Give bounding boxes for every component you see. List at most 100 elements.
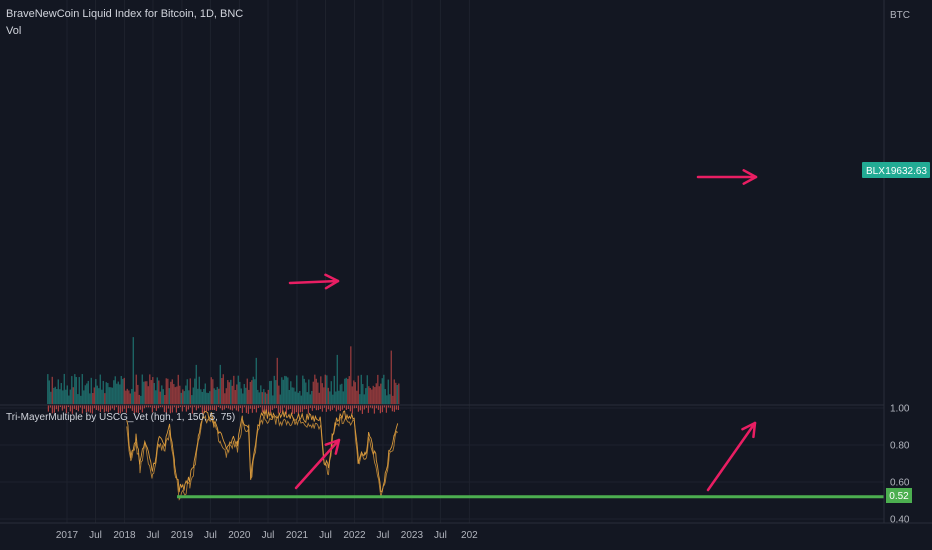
volume-bar — [296, 375, 298, 404]
volume-bar — [149, 374, 151, 404]
indicator-band-bar — [391, 405, 393, 412]
volume-bar — [348, 376, 350, 404]
volume-bar — [161, 385, 163, 404]
volume-bar — [57, 379, 59, 404]
volume-bar — [63, 373, 65, 404]
arrow-2022-indicator — [706, 421, 757, 492]
indicator-band-bar — [285, 405, 287, 414]
volume-bar — [99, 374, 101, 404]
indicator-band-bar — [377, 405, 379, 410]
volume-bar — [176, 386, 178, 404]
volume-bar — [185, 385, 187, 404]
volume-bar — [126, 388, 128, 404]
last-price-badge[interactable]: BLX 19632.63 — [862, 162, 930, 178]
volume-bar — [51, 376, 53, 404]
volume-bar — [263, 389, 265, 404]
volume-bar — [105, 382, 107, 404]
volume-bar — [389, 394, 391, 404]
volume-bar — [341, 383, 343, 404]
volume-bar — [323, 387, 325, 404]
volume-bar — [251, 380, 253, 404]
volume-bar — [237, 375, 239, 404]
indicator-band-bar — [49, 405, 51, 408]
indicator-band-bar — [287, 405, 289, 410]
volume-bar — [324, 374, 326, 404]
indicator-band-bar — [105, 405, 107, 412]
volume-bar — [366, 375, 368, 404]
indicator-band-bar — [169, 405, 171, 414]
indicator-band-bar — [147, 405, 149, 408]
indicator-tick-label: 0.40 — [890, 515, 910, 526]
volume-bar — [269, 381, 271, 404]
volume-bar — [107, 383, 109, 404]
indicator-band-bar — [181, 405, 183, 412]
indicator-level-badge[interactable]: 0.52 — [886, 488, 912, 503]
indicator-band-bar — [393, 405, 395, 412]
volume-bar — [245, 387, 247, 404]
volume-bar — [278, 385, 280, 404]
indicator-band-bar — [165, 405, 167, 413]
volume-bar — [155, 390, 157, 404]
indicator-band-bar — [289, 405, 291, 409]
volume-bar — [198, 376, 200, 404]
indicator-band-bar — [369, 405, 371, 408]
volume-bar — [258, 392, 260, 404]
volume-bar — [338, 390, 340, 404]
indicator-band-bar — [353, 405, 355, 409]
volume-bar — [104, 393, 106, 404]
indicator-band-bar — [141, 405, 143, 413]
volume-bar — [203, 388, 205, 404]
volume-bar — [393, 379, 395, 404]
arrow-2019-indicator — [294, 438, 341, 490]
volume-bar — [62, 390, 64, 404]
indicator-band-bar — [233, 405, 235, 409]
volume-bar — [308, 379, 310, 404]
volume-bar — [150, 380, 152, 404]
indicator-band-bar — [207, 405, 209, 411]
indicator-band-bar — [269, 405, 271, 413]
volume-bar — [71, 376, 73, 404]
indicator-band-bar — [243, 405, 245, 408]
volume-bar — [120, 376, 122, 404]
indicator-band-bar — [227, 405, 229, 409]
volume-bar — [365, 388, 367, 404]
volume-bar — [299, 390, 301, 404]
volume-bar — [312, 381, 314, 404]
volume-bar — [381, 378, 383, 404]
volume-bar — [218, 388, 220, 404]
last-price-symbol: BLX — [866, 166, 885, 177]
arrow-2019-low — [288, 273, 340, 290]
volume-bar — [363, 394, 365, 404]
volume-bar — [240, 388, 242, 404]
indicator-band-bar — [205, 405, 207, 412]
volume-bar — [339, 384, 341, 404]
volume-bar — [168, 388, 170, 404]
indicator-band-bar — [217, 405, 219, 408]
volume-bar — [309, 394, 311, 404]
volume-bar — [84, 385, 86, 404]
indicator-band-bar — [373, 405, 375, 414]
indicator-band-bar — [283, 405, 285, 408]
volume-bar — [284, 375, 286, 404]
time-axis[interactable]: 2017 Jul 2018 Jul 2019 Jul 2020 Jul 2021 Jul 2022 J… — [56, 530, 478, 541]
volume-bar — [273, 375, 275, 404]
volume-bar — [183, 391, 185, 404]
volume-bar — [350, 346, 352, 404]
volume-bar — [345, 377, 347, 404]
arrow-2022-price — [696, 169, 758, 185]
volume-bar — [219, 364, 221, 404]
volume-bar — [92, 393, 94, 404]
indicator-band-bar — [335, 405, 337, 412]
indicator-band-bar — [229, 405, 231, 410]
volume-bar — [372, 385, 374, 404]
indicator-band-bar — [355, 405, 357, 409]
volume-bar — [156, 377, 158, 404]
time-tick-label: 2018 — [113, 530, 136, 541]
indicator-band-bar — [123, 405, 125, 409]
volume-bar — [266, 393, 268, 404]
volume-bar — [141, 374, 143, 404]
volume-bar — [204, 383, 206, 404]
indicator-band-bar — [395, 405, 397, 410]
indicator-axis[interactable]: 1.00 0.80 0.60 0.40 — [890, 404, 910, 526]
indicator-band-bar — [191, 405, 193, 414]
